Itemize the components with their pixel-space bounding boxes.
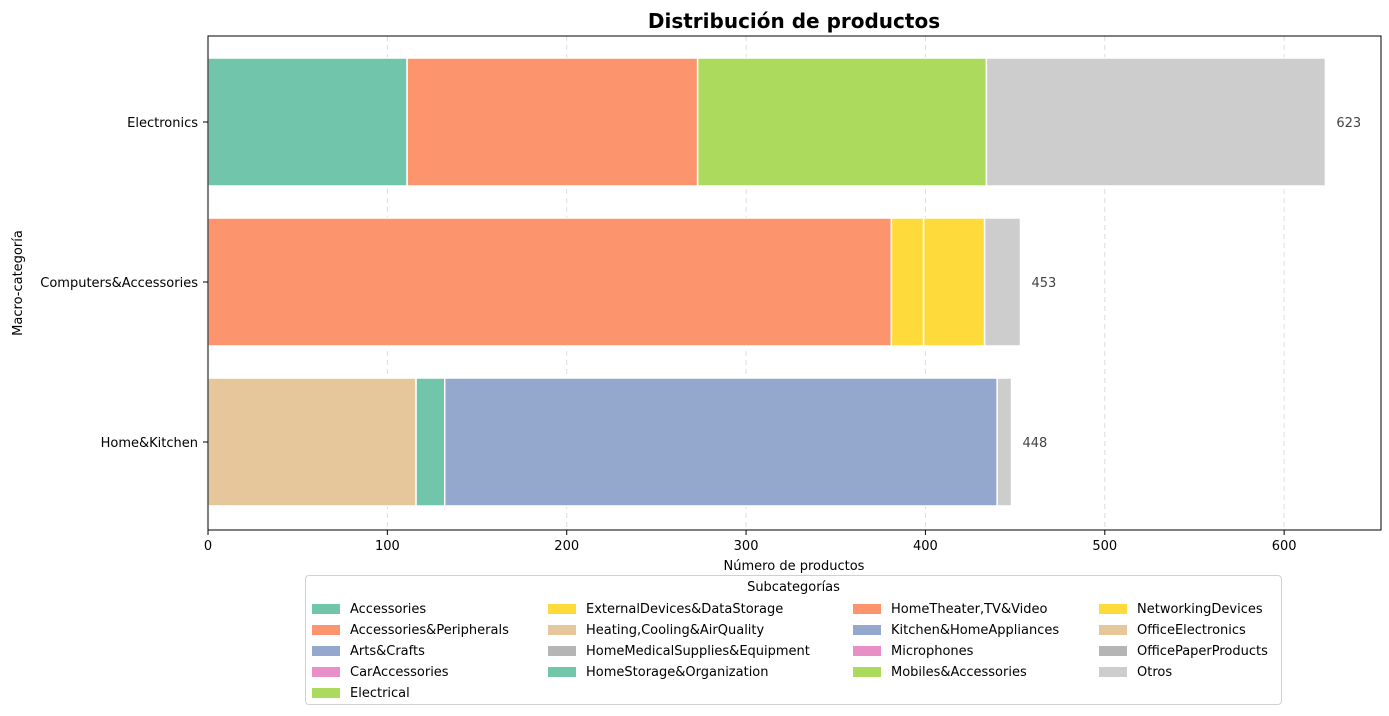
legend-item: Otros — [1099, 662, 1172, 682]
total-label: 453 — [1031, 276, 1056, 291]
legend-label: Kitchen&HomeAppliances — [891, 622, 1060, 638]
legend-swatch — [1099, 646, 1127, 656]
legend-swatch — [1099, 667, 1127, 677]
x-tick-label: 300 — [734, 539, 759, 554]
total-label: 448 — [1023, 436, 1048, 451]
legend-item: HomeStorage&Organization — [548, 662, 769, 682]
legend-item: Accessories — [312, 599, 426, 619]
x-axis-label: Número de productos — [724, 559, 865, 574]
y-tick-label: Computers&Accessories — [40, 276, 198, 291]
x-tick-label: 600 — [1272, 539, 1297, 554]
legend-label: Arts&Crafts — [350, 643, 425, 659]
legend-item: Heating,Cooling&AirQuality — [548, 620, 764, 640]
legend-item: Kitchen&HomeAppliances — [853, 620, 1059, 640]
legend-item: NetworkingDevices — [1099, 599, 1263, 619]
legend-item: Arts&Crafts — [312, 641, 425, 661]
bar-segment — [985, 57, 1327, 187]
legend-item: ExternalDevices&DataStorage — [548, 599, 783, 619]
legend-swatch — [312, 604, 340, 614]
legend-label: OfficeElectronics — [1137, 622, 1246, 638]
bar-segment — [922, 217, 986, 347]
bar-segment — [207, 57, 408, 187]
plot-frame — [207, 35, 1382, 531]
y-tick-label: Home&Kitchen — [101, 436, 198, 451]
legend-label: NetworkingDevices — [1137, 601, 1263, 617]
legend-title: Subcategorías — [747, 580, 840, 595]
bar-segment — [444, 377, 998, 507]
legend-item: HomeTheater,TV&Video — [853, 599, 1048, 619]
legend-swatch — [548, 625, 576, 635]
x-tick-label: 500 — [1092, 539, 1117, 554]
legend-swatch — [312, 688, 340, 698]
bars — [207, 57, 1327, 507]
legend-label: Accessories — [350, 601, 427, 617]
legend-item: OfficePaperProducts — [1099, 641, 1268, 661]
legend-label: Electrical — [350, 685, 410, 701]
total-labels: 623 453 448 — [1023, 116, 1362, 451]
bar-segment — [996, 377, 1013, 507]
legend: Subcategorías Accessories Accessories&Per… — [305, 575, 1282, 705]
legend-label: ExternalDevices&DataStorage — [586, 601, 784, 617]
chart-title: Distribución de productos — [648, 9, 940, 33]
legend-swatch — [853, 667, 881, 677]
legend-label: Microphones — [891, 643, 974, 659]
legend-swatch — [1099, 604, 1127, 614]
legend-swatch — [853, 646, 881, 656]
bar-segment — [983, 217, 1022, 347]
legend-item: OfficeElectronics — [1099, 620, 1246, 640]
legend-label: Accessories&Peripherals — [350, 622, 509, 638]
legend-item: Mobiles&Accessories — [853, 662, 1027, 682]
y-tick-label: Electronics — [127, 116, 198, 131]
bar-segment — [406, 57, 699, 187]
bar-segment — [207, 377, 417, 507]
bar-segment — [207, 217, 893, 347]
legend-swatch — [548, 604, 576, 614]
x-tick-label: 0 — [204, 539, 212, 554]
bar-segment — [890, 217, 925, 347]
x-tick-label: 100 — [375, 539, 400, 554]
y-axis-ticks: Electronics Computers&Accessories Home&Kit… — [40, 116, 208, 451]
bar-segment — [415, 377, 446, 507]
legend-label: Mobiles&Accessories — [891, 664, 1027, 680]
legend-label: HomeMedicalSupplies&Equipment — [586, 643, 810, 659]
x-tick-label: 400 — [913, 539, 938, 554]
legend-swatch — [853, 625, 881, 635]
x-axis-ticks: 0 100 200 300 400 500 600 — [204, 530, 1297, 554]
legend-swatch — [312, 667, 340, 677]
legend-swatch — [853, 604, 881, 614]
legend-item: Electrical — [312, 683, 410, 703]
bar-segment — [696, 57, 988, 187]
legend-label: OfficePaperProducts — [1137, 643, 1268, 659]
legend-item: Microphones — [853, 641, 973, 661]
legend-swatch — [312, 646, 340, 656]
legend-label: Heating,Cooling&AirQuality — [586, 622, 765, 638]
total-label: 623 — [1336, 116, 1361, 131]
legend-label: HomeTheater,TV&Video — [891, 601, 1048, 617]
legend-item: Accessories&Peripherals — [312, 620, 509, 640]
legend-swatch — [548, 667, 576, 677]
legend-swatch — [548, 646, 576, 656]
legend-item: HomeMedicalSupplies&Equipment — [548, 641, 810, 661]
legend-item: CarAccessories — [312, 662, 449, 682]
y-axis-label: Macro-categoría — [11, 230, 26, 336]
x-tick-label: 200 — [554, 539, 579, 554]
legend-swatch — [1099, 625, 1127, 635]
legend-swatch — [312, 625, 340, 635]
legend-label: HomeStorage&Organization — [586, 664, 769, 680]
legend-label: Otros — [1137, 664, 1173, 680]
legend-label: CarAccessories — [350, 664, 449, 680]
